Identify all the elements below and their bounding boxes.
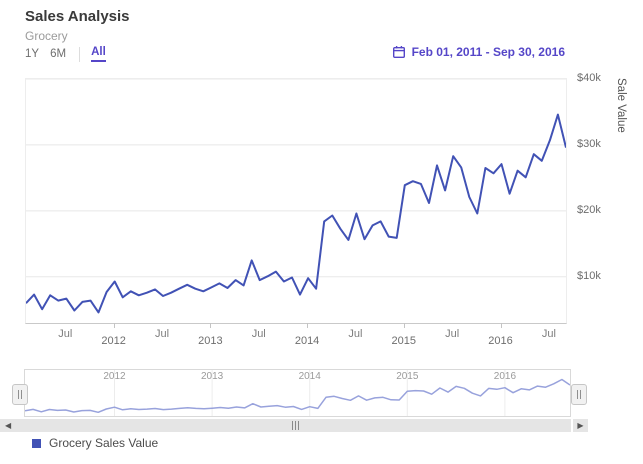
scroll-left-arrow-icon[interactable]: ◀ bbox=[5, 421, 12, 430]
grip-icon bbox=[298, 421, 299, 430]
x-axis-tick-label: Jul bbox=[58, 328, 73, 340]
main-chart-svg bbox=[26, 79, 566, 314]
period-button-all[interactable]: All bbox=[91, 46, 106, 62]
x-axis-tick-label: 2016 bbox=[488, 335, 513, 347]
y-axis-tick-label: $10k bbox=[577, 269, 601, 282]
x-axis-tick-label: Jul bbox=[154, 328, 170, 340]
grip-icon bbox=[580, 390, 581, 399]
x-axis-tick bbox=[307, 323, 309, 328]
grip-icon bbox=[295, 421, 296, 430]
y-axis-tick-label: $30k bbox=[577, 137, 601, 150]
page-title: Sales Analysis bbox=[25, 8, 130, 25]
legend-item-grocery-sales-value[interactable]: Grocery Sales Value bbox=[32, 436, 158, 450]
date-range-label: Feb 01, 2011 - Sep 30, 2016 bbox=[411, 45, 565, 59]
x-axis-tick-label: Jul bbox=[445, 328, 460, 340]
navigator-year-label: 2012 bbox=[103, 371, 126, 382]
y-axis-title: Sale Value bbox=[615, 78, 627, 133]
date-range-picker[interactable]: Feb 01, 2011 - Sep 30, 2016 bbox=[392, 45, 565, 59]
x-axis-tick bbox=[403, 323, 405, 328]
x-axis-tick-label: 2013 bbox=[198, 335, 223, 347]
period-divider bbox=[79, 46, 81, 62]
calendar-icon bbox=[392, 45, 406, 59]
x-axis-tick-label: Jul bbox=[541, 328, 556, 340]
x-axis-tick-label: Jul bbox=[251, 328, 266, 340]
y-axis-tick-label: $20k bbox=[577, 203, 601, 216]
y-axis: $10k $20k $30k $40k bbox=[577, 72, 619, 322]
range-navigator[interactable]: 2012 2013 2014 2015 2016 bbox=[24, 369, 571, 417]
navigator-line-series bbox=[24, 378, 571, 414]
navigator-year-label: 2013 bbox=[200, 371, 224, 382]
scroll-right-arrow-icon[interactable]: ▶ bbox=[573, 419, 588, 432]
navigator-right-handle[interactable] bbox=[571, 384, 587, 405]
grip-icon bbox=[18, 390, 19, 399]
legend-marker-icon bbox=[32, 438, 41, 448]
page-subtitle: Grocery bbox=[25, 29, 68, 43]
navigator-year-label: 2014 bbox=[298, 371, 321, 382]
x-axis: Jul 2012 Jul 2013 Jul 2014 Jul 2015 Jul 2016 Jul bbox=[0, 323, 643, 353]
grip-icon bbox=[21, 390, 22, 399]
main-chart-plot-area[interactable] bbox=[25, 78, 567, 324]
sales-line-series[interactable] bbox=[26, 113, 566, 314]
y-axis-tick-label: $40k bbox=[577, 72, 601, 84]
scrollbar-grip[interactable] bbox=[292, 421, 299, 430]
period-selector: 1Y 6M All bbox=[25, 46, 106, 62]
legend-label: Grocery Sales Value bbox=[49, 436, 159, 450]
x-axis-tick-label: 2012 bbox=[101, 335, 126, 347]
navigator-svg bbox=[24, 370, 571, 416]
x-axis-tick bbox=[210, 323, 212, 328]
grip-icon bbox=[577, 390, 578, 399]
x-axis-tick-label: 2015 bbox=[391, 335, 417, 347]
grip-icon bbox=[292, 421, 293, 430]
navigator-year-label: 2016 bbox=[493, 371, 517, 382]
x-axis-tick bbox=[113, 323, 115, 328]
x-axis-tick-label: Jul bbox=[348, 328, 363, 340]
horizontal-scrollbar[interactable]: ◀ bbox=[0, 419, 571, 432]
period-button-6m[interactable]: 6M bbox=[50, 48, 67, 60]
navigator-year-label: 2015 bbox=[396, 371, 419, 382]
x-axis-tick-label: 2014 bbox=[294, 335, 320, 347]
navigator-left-handle[interactable] bbox=[12, 384, 28, 405]
period-button-1y[interactable]: 1Y bbox=[25, 48, 40, 60]
x-axis-tick bbox=[500, 323, 502, 328]
